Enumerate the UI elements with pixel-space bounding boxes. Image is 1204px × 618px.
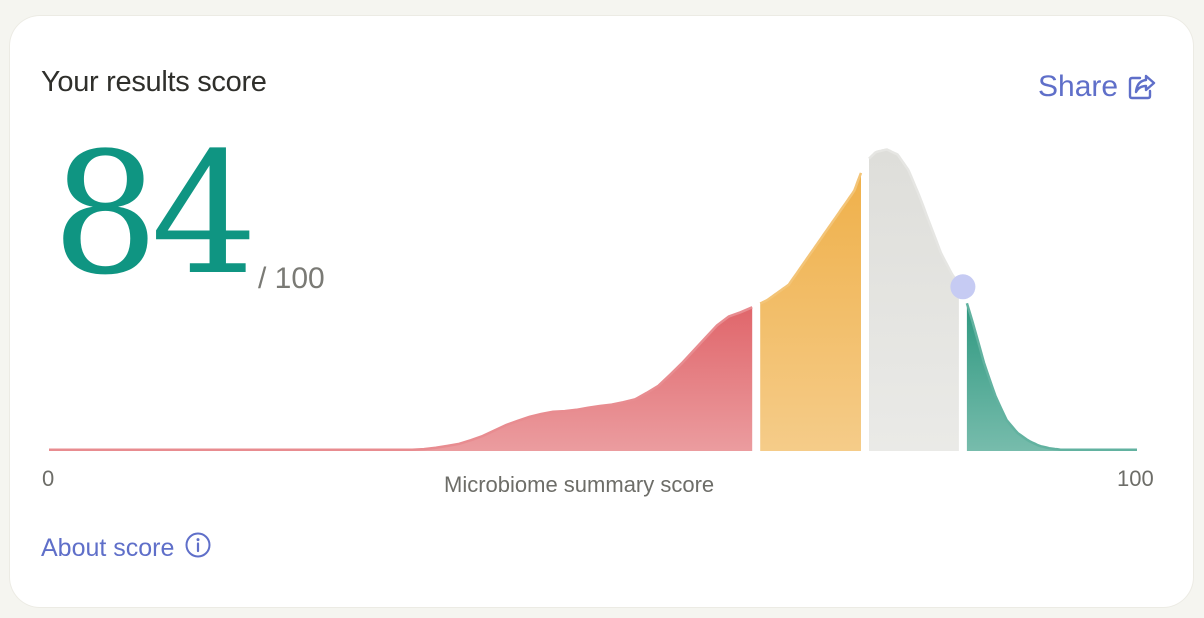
x-axis-min-label: 0	[42, 466, 55, 491]
x-axis-max-label: 100	[1117, 466, 1154, 491]
about-score-link[interactable]: About score	[41, 531, 212, 566]
x-axis-title: Microbiome summary score	[444, 472, 715, 497]
score-value: 84	[52, 116, 258, 312]
score-max: / 100	[258, 262, 325, 295]
share-label: Share	[1038, 70, 1119, 103]
card-title: Your results score	[41, 66, 267, 98]
share-button[interactable]: Share	[1038, 70, 1158, 104]
share-icon	[1126, 72, 1158, 102]
info-icon	[184, 531, 212, 566]
about-score-label: About score	[41, 534, 175, 562]
